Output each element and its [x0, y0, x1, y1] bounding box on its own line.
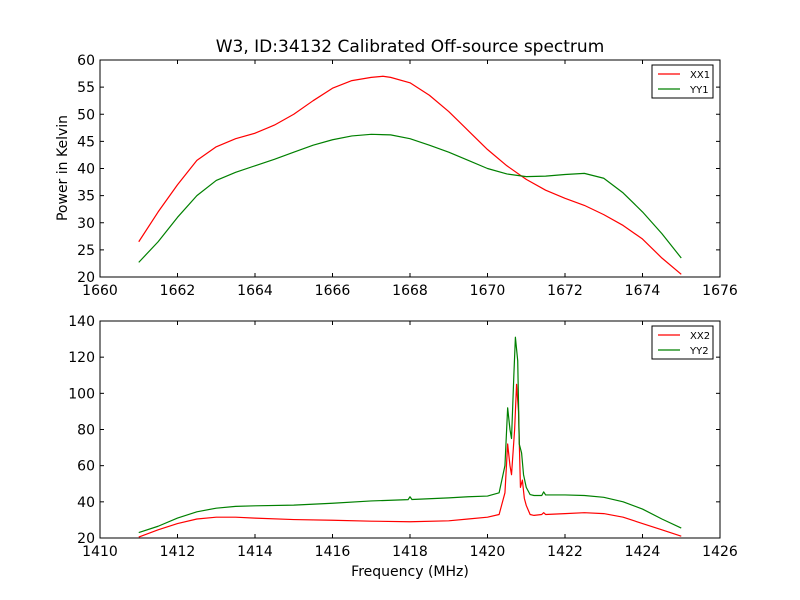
chart-title: W3, ID:34132 Calibrated Off-source spect… [216, 37, 605, 57]
top-plot: Power in Kelvin 1660 1662 1664 1666 1668 1670… [55, 53, 738, 299]
x-axis-label: Frequency (MHz) [351, 564, 469, 580]
y-tick-label: 40 [77, 162, 95, 178]
y-tick-label: 120 [68, 350, 95, 366]
y-tick-label: 40 [77, 495, 95, 511]
x-tick-label: 1418 [392, 544, 428, 560]
series-line-xx1 [138, 75, 682, 275]
x-tick-label: 1424 [625, 544, 661, 560]
x-tick-label: 1420 [470, 544, 506, 560]
legend-box [651, 325, 714, 360]
series-line-yy2 [138, 336, 682, 534]
y-tick-label: 50 [77, 107, 95, 123]
x-tick-label: 1422 [547, 544, 583, 560]
bottom-plot: Frequency (MHz) 1410 1412 1414 1416 1418 1420… [68, 314, 738, 580]
y-tick-label: 80 [77, 423, 95, 439]
y-axis-label: Power in Kelvin [55, 115, 71, 221]
x-tick-label: 1414 [237, 544, 273, 560]
x-tick-label: 1676 [702, 283, 738, 299]
x-tick-label: 1412 [160, 544, 196, 560]
top-legend: XX1 YY1 [651, 64, 714, 99]
y-tick-label: 35 [77, 189, 95, 205]
y-tick-label: 100 [68, 386, 95, 402]
x-tick-label: 1674 [625, 283, 661, 299]
x-tick-label: 1410 [82, 544, 118, 560]
x-tick-label: 1666 [315, 283, 351, 299]
y-tick-label: 25 [77, 243, 95, 259]
x-tick-label: 1660 [82, 283, 118, 299]
x-tick-label: 1672 [547, 283, 583, 299]
x-tick-label: 1670 [470, 283, 506, 299]
x-tick-label: 1664 [237, 283, 273, 299]
x-tick-label: 1416 [315, 544, 351, 560]
legend-label-yy1: YY1 [689, 85, 709, 96]
legend-box [651, 64, 714, 99]
y-tick-label: 20 [77, 270, 95, 286]
x-tick-label: 1662 [160, 283, 196, 299]
x-tick-label: 1668 [392, 283, 428, 299]
y-tick-label: 140 [68, 314, 95, 330]
series-line-xx2 [138, 383, 682, 538]
y-tick-label: 60 [77, 53, 95, 69]
series-line-yy1 [138, 133, 682, 263]
legend-label-xx2: XX2 [690, 331, 710, 342]
y-tick-label: 55 [77, 80, 95, 96]
legend-label-xx1: XX1 [690, 70, 710, 81]
y-tick-label: 60 [77, 459, 95, 475]
bottom-legend: XX2 YY2 [651, 325, 714, 360]
y-tick-label: 20 [77, 531, 95, 547]
y-tick-label: 30 [77, 216, 95, 232]
y-tick-label: 45 [77, 134, 95, 150]
legend-label-yy2: YY2 [689, 346, 709, 357]
x-tick-label: 1426 [702, 544, 738, 560]
